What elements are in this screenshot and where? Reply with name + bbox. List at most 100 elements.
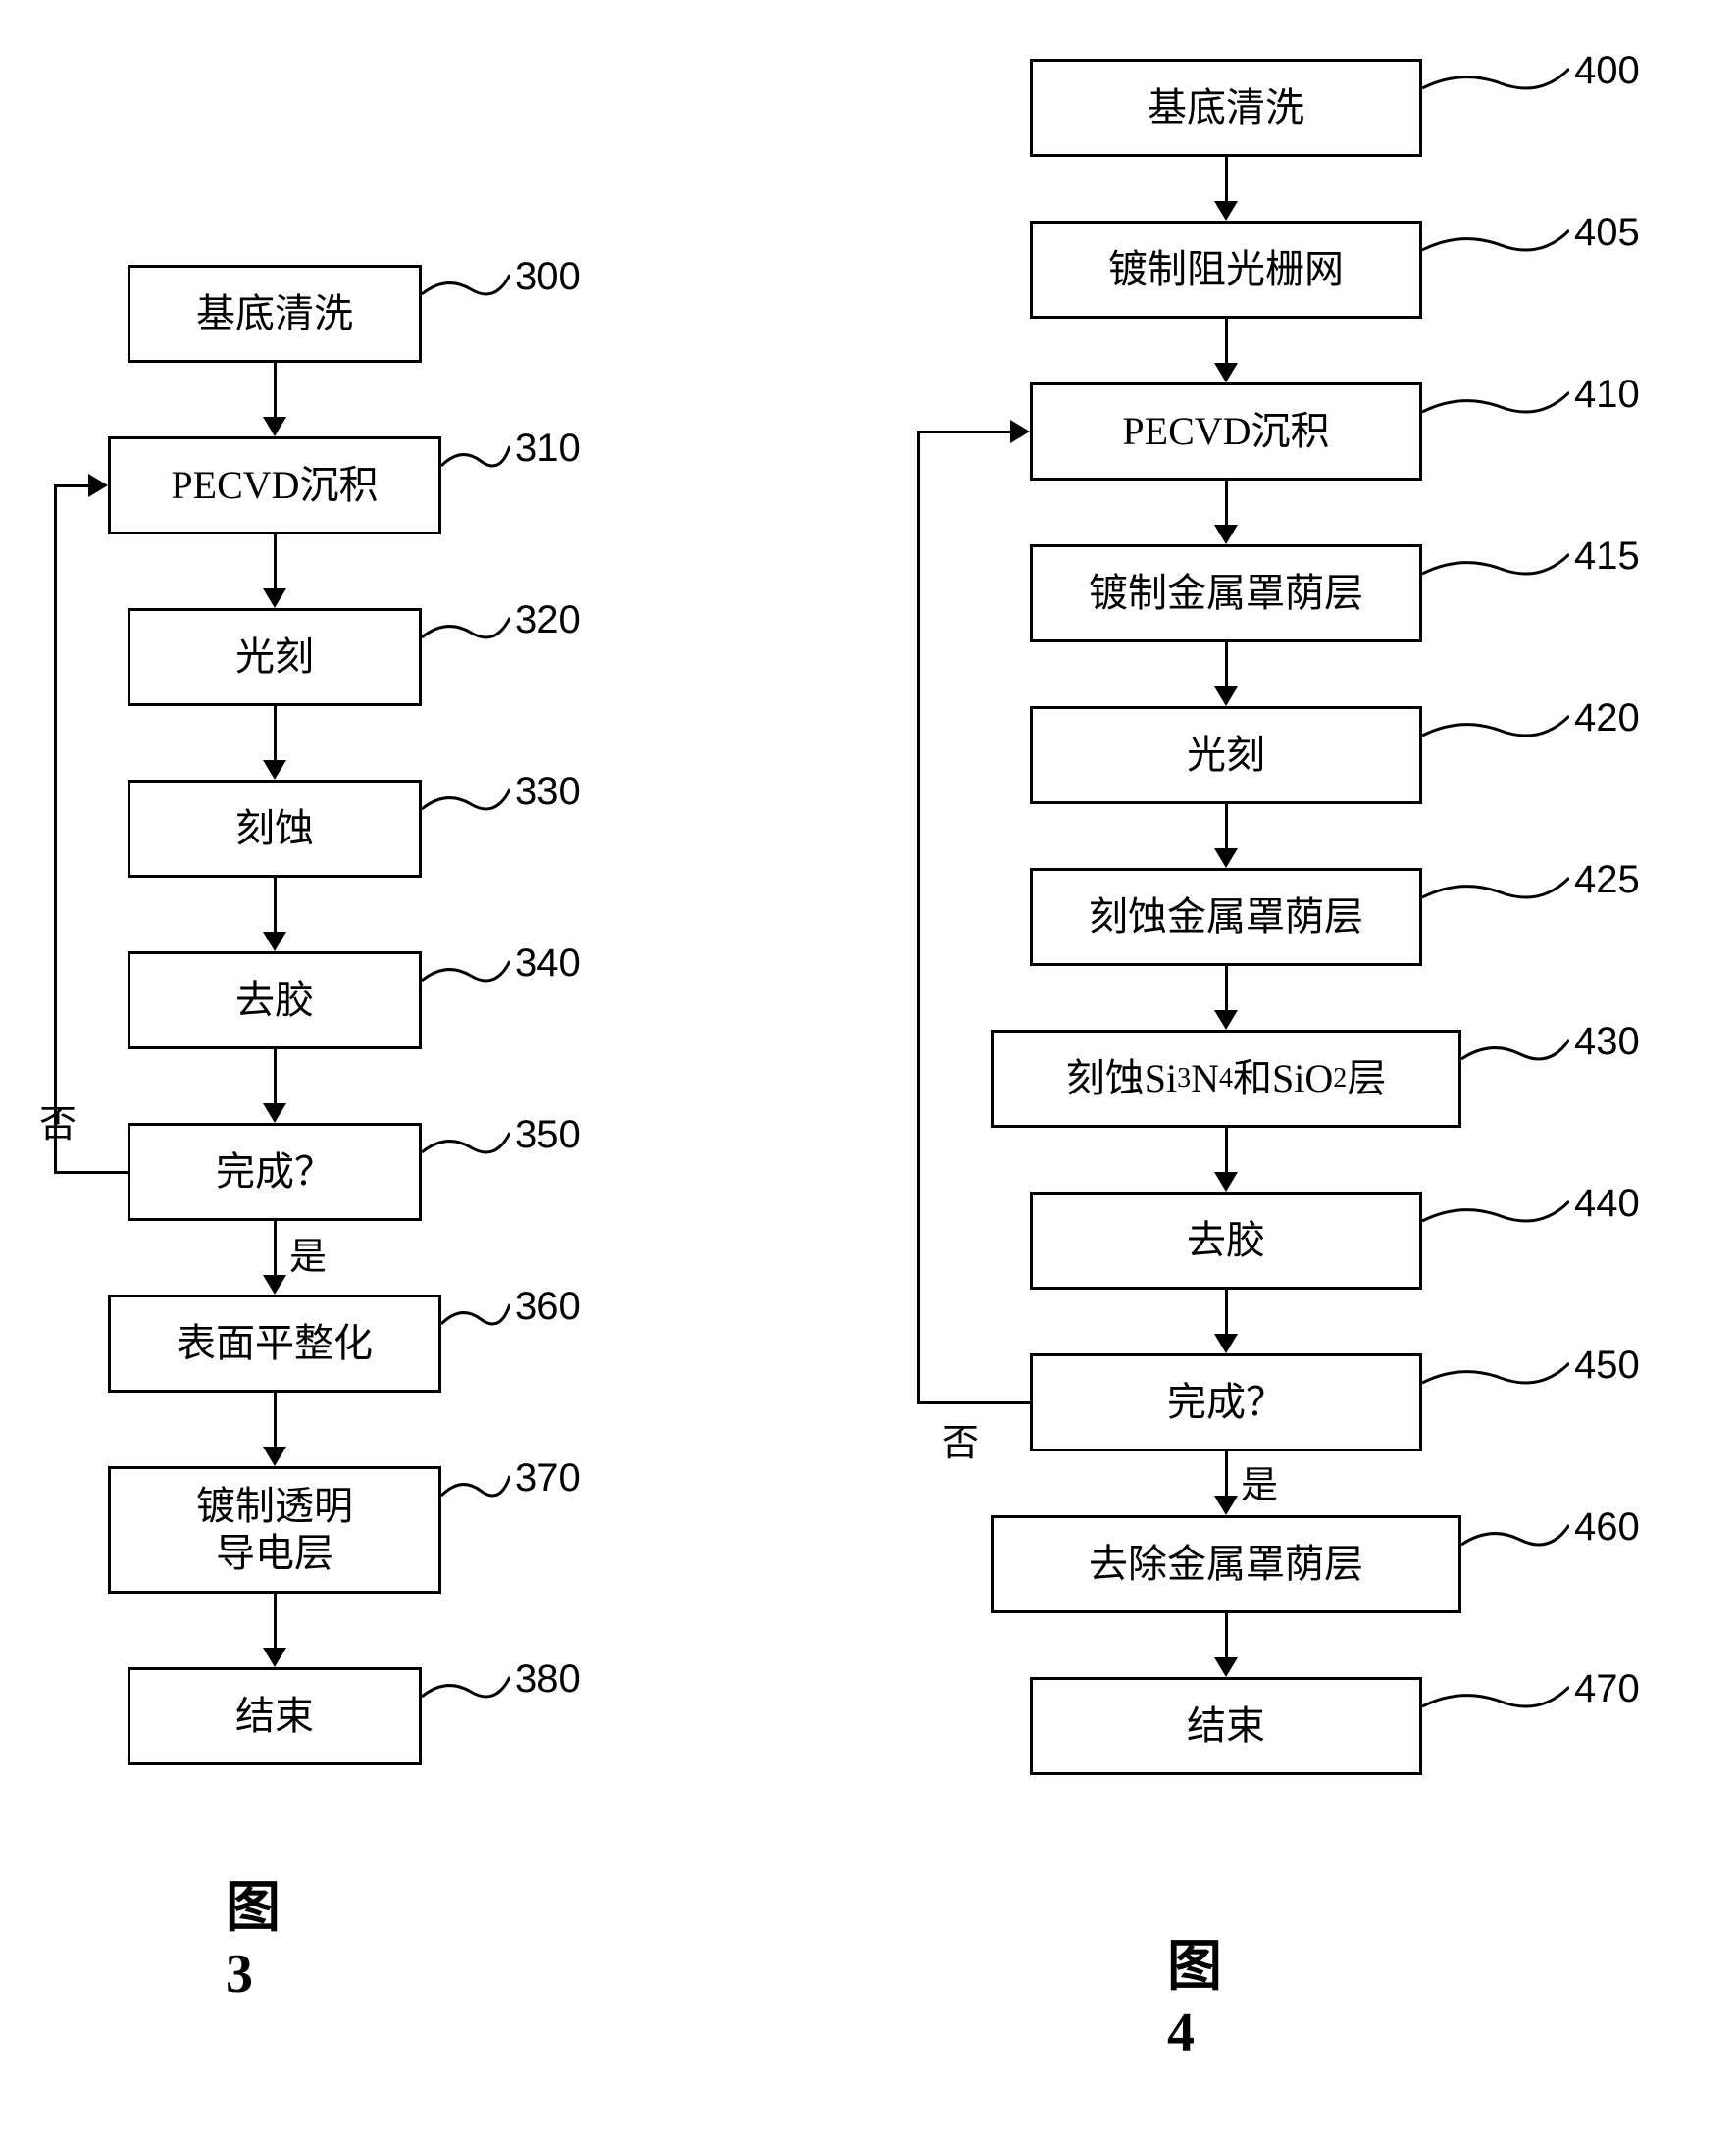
ref-420: 420: [1574, 696, 1640, 740]
edge-no-3: 否: [39, 1093, 77, 1147]
arrowhead-300-310: [263, 417, 286, 436]
loop3-h2: [54, 484, 88, 487]
node-380: 结束: [128, 1667, 422, 1765]
arrowhead-400-405: [1214, 201, 1238, 221]
node-400: 基底清洗: [1030, 59, 1422, 157]
ref-310: 310: [515, 427, 581, 471]
ref-330: 330: [515, 770, 581, 814]
arrow-330-340: [274, 878, 277, 932]
node-360: 表面平整化: [108, 1295, 441, 1393]
arrowhead-340-350: [263, 1103, 286, 1123]
leader-350: [422, 1128, 510, 1167]
arrowhead-440-450: [1214, 1334, 1238, 1353]
leader-320: [422, 613, 510, 652]
ref-405: 405: [1574, 211, 1640, 255]
arrowhead-460-470: [1214, 1657, 1238, 1677]
arrow-460-470: [1225, 1613, 1228, 1657]
caption-fig3: 图3: [226, 1863, 281, 2006]
arrowhead-450-460: [1214, 1496, 1238, 1515]
leader-380: [422, 1672, 510, 1711]
node-450: 完成？: [1030, 1353, 1422, 1451]
arrow-420-425: [1225, 804, 1228, 848]
arrow-430-440: [1225, 1128, 1228, 1172]
ref-370: 370: [515, 1456, 581, 1500]
arrow-340-350: [274, 1049, 277, 1103]
arrowhead-330-340: [263, 932, 286, 951]
loop4-h1: [917, 1401, 1030, 1404]
arrow-440-450: [1225, 1290, 1228, 1334]
ref-340: 340: [515, 941, 581, 986]
ref-400: 400: [1574, 49, 1640, 93]
leader-430: [1461, 1035, 1569, 1074]
edge-yes-4: 是: [1241, 1454, 1278, 1508]
node-415: 镀制金属罩荫层: [1030, 544, 1422, 642]
leader-420: [1422, 711, 1569, 750]
node-350: 完成？: [128, 1123, 422, 1221]
arrow-410-415: [1225, 481, 1228, 525]
arrow-300-310: [274, 363, 277, 417]
node-410: PECVD沉积: [1030, 382, 1422, 481]
arrowhead-360-370: [263, 1447, 286, 1466]
arrow-405-410: [1225, 319, 1228, 363]
arrow-400-405: [1225, 157, 1228, 201]
arrow-350-360: [274, 1221, 277, 1275]
node-425: 刻蚀金属罩荫层: [1030, 868, 1422, 966]
arrow-310-320: [274, 534, 277, 588]
loop4-arrowhead: [1010, 420, 1030, 443]
node-340: 去胶: [128, 951, 422, 1049]
arrow-450-460: [1225, 1451, 1228, 1496]
ref-425: 425: [1574, 858, 1640, 902]
leader-330: [422, 785, 510, 824]
arrowhead-405-410: [1214, 363, 1238, 382]
leader-360: [441, 1299, 510, 1339]
arrowhead-420-425: [1214, 848, 1238, 868]
ref-300: 300: [515, 255, 581, 299]
leader-470: [1422, 1682, 1569, 1721]
leader-340: [422, 956, 510, 995]
ref-470: 470: [1574, 1667, 1640, 1711]
arrowhead-410-415: [1214, 525, 1238, 544]
arrowhead-415-420: [1214, 686, 1238, 706]
node-440: 去胶: [1030, 1192, 1422, 1290]
node-330: 刻蚀: [128, 780, 422, 878]
arrow-415-420: [1225, 642, 1228, 686]
ref-350: 350: [515, 1113, 581, 1157]
loop3-h1: [54, 1171, 128, 1174]
ref-415: 415: [1574, 534, 1640, 579]
leader-310: [441, 441, 510, 481]
arrow-360-370: [274, 1393, 277, 1447]
caption-fig4: 图4: [1167, 1922, 1222, 2064]
arrowhead-430-440: [1214, 1172, 1238, 1192]
arrowhead-310-320: [263, 588, 286, 608]
leader-300: [422, 270, 510, 309]
edge-no-4: 否: [942, 1412, 979, 1466]
node-420: 光刻: [1030, 706, 1422, 804]
node-430: 刻蚀Si3N4和SiO2层: [991, 1030, 1461, 1128]
loop3-v: [54, 484, 57, 1174]
arrowhead-320-330: [263, 760, 286, 780]
arrowhead-350-360: [263, 1275, 286, 1295]
leader-450: [1422, 1358, 1569, 1398]
loop4-h2: [917, 431, 1010, 433]
ref-380: 380: [515, 1657, 581, 1702]
node-310: PECVD沉积: [108, 436, 441, 534]
loop4-v: [917, 431, 920, 1404]
node-460: 去除金属罩荫层: [991, 1515, 1461, 1613]
node-370: 镀制透明 导电层: [108, 1466, 441, 1594]
ref-450: 450: [1574, 1344, 1640, 1388]
leader-370: [441, 1471, 510, 1510]
node-320: 光刻: [128, 608, 422, 706]
leader-415: [1422, 549, 1569, 588]
arrowhead-370-380: [263, 1648, 286, 1667]
ref-430: 430: [1574, 1020, 1640, 1064]
arrow-320-330: [274, 706, 277, 760]
arrow-425-430: [1225, 966, 1228, 1010]
node-470: 结束: [1030, 1677, 1422, 1775]
leader-400: [1422, 64, 1569, 103]
arrowhead-425-430: [1214, 1010, 1238, 1030]
ref-360: 360: [515, 1285, 581, 1329]
edge-yes-3: 是: [289, 1226, 327, 1280]
ref-460: 460: [1574, 1505, 1640, 1550]
leader-410: [1422, 387, 1569, 427]
leader-425: [1422, 873, 1569, 912]
